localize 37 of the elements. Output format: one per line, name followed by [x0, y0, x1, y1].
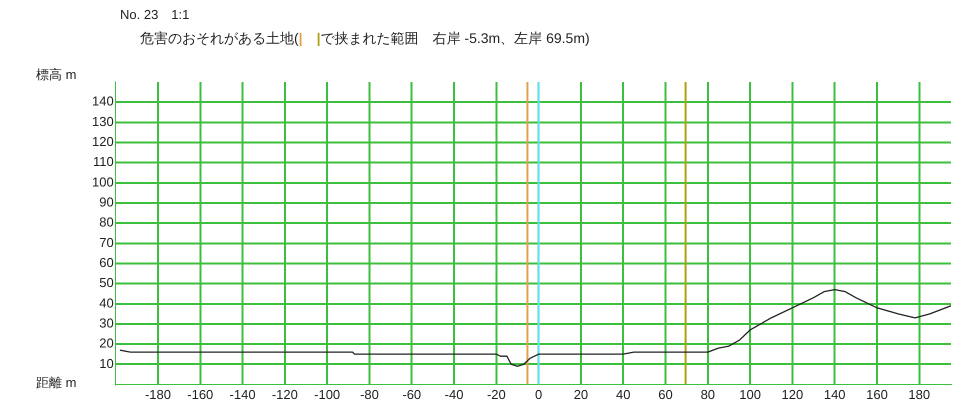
x-tick-label: 40	[616, 386, 630, 402]
y-axis-title: 標高 m	[36, 66, 76, 84]
x-tick-label: -80	[360, 386, 379, 402]
y-tick-label: 120	[92, 134, 114, 150]
x-axis-title: 距離 m	[36, 374, 76, 392]
x-tick-label: 180	[908, 386, 930, 402]
x-tick-label: -120	[272, 386, 298, 402]
x-tick-label: 80	[700, 386, 716, 402]
y-tick-label: 50	[99, 275, 114, 290]
y-tick-label: 60	[99, 255, 114, 270]
y-tick-label: 110	[92, 154, 114, 170]
x-tick-label: 160	[866, 386, 888, 402]
x-tick-label: -140	[230, 386, 256, 402]
x-tick-label: -40	[444, 386, 464, 402]
y-tick-label: 90	[99, 194, 114, 210]
x-tick-label: 100	[739, 386, 761, 402]
y-tick-label: 140	[92, 94, 114, 109]
y-tick-label: 30	[99, 316, 114, 330]
y-tick-label: 70	[99, 234, 114, 250]
x-tick-label: -160	[187, 386, 214, 402]
x-tick-label: 20	[574, 386, 588, 402]
x-tick-label: -60	[402, 386, 422, 402]
x-tick-label: -180	[144, 386, 171, 402]
y-tick-label: 40	[99, 295, 114, 310]
x-tick-label: -20	[486, 386, 506, 402]
y-tick-label: 100	[92, 174, 114, 190]
x-tick-label: 60	[658, 386, 673, 402]
chart-title: 危害のおそれがある土地(| |で挟まれた範囲 右岸 -5.3m、左岸 69.5m)	[140, 30, 590, 46]
y-tick-label: 20	[99, 336, 114, 351]
x-tick-label: 0	[535, 386, 542, 402]
chart-subtitle: No. 23 1:1	[120, 6, 190, 24]
y-tick-label: 130	[92, 114, 114, 129]
y-tick-label: 10	[99, 356, 114, 371]
x-tick-label: 140	[824, 386, 846, 402]
y-tick-label: 80	[99, 214, 114, 230]
x-tick-label: 120	[782, 386, 804, 402]
x-tick-label: -100	[314, 386, 340, 402]
